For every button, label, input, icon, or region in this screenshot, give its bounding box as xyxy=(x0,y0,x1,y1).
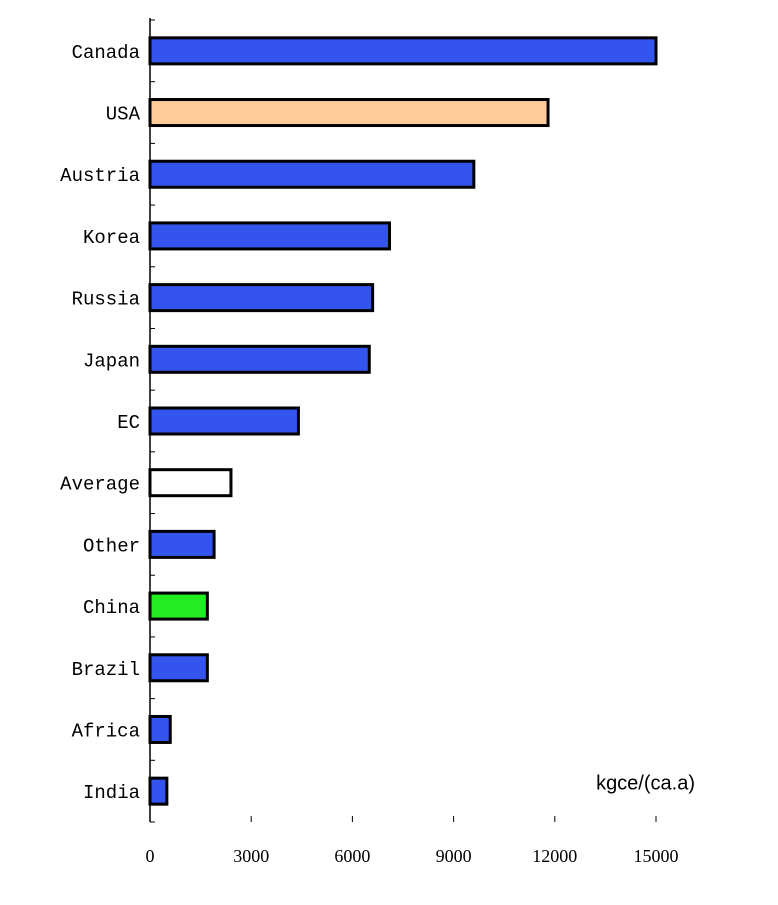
bar xyxy=(148,36,658,66)
bar xyxy=(148,591,209,621)
bar xyxy=(148,221,392,251)
y-tick-label: EC xyxy=(117,412,140,434)
unit-label: kgce/(ca.a) xyxy=(596,772,695,794)
y-tick-label: Canada xyxy=(72,42,140,64)
bar xyxy=(148,714,172,744)
x-tick-label: 0 xyxy=(146,846,155,866)
bar xyxy=(148,468,233,498)
y-tick-label: Japan xyxy=(83,350,140,372)
y-tick-label: Average xyxy=(60,474,140,496)
y-tick-label: Austria xyxy=(60,165,140,187)
bar xyxy=(148,776,169,806)
x-tick-label: 9000 xyxy=(436,846,472,866)
bar xyxy=(148,529,216,559)
y-tick-label: China xyxy=(83,597,140,619)
x-tick-label: 3000 xyxy=(233,846,269,866)
bar xyxy=(148,344,371,374)
y-tick-label: Other xyxy=(83,535,140,557)
y-tick-label: Korea xyxy=(83,227,140,249)
bar xyxy=(148,283,375,313)
bar xyxy=(148,98,550,128)
x-tick-label: 15000 xyxy=(634,846,679,866)
bar xyxy=(148,406,300,436)
x-tick-label: 6000 xyxy=(334,846,370,866)
bar xyxy=(148,653,209,683)
y-tick-label: Russia xyxy=(72,289,140,311)
bar xyxy=(148,159,476,189)
y-tick-label: India xyxy=(83,782,140,804)
y-tick-label: Brazil xyxy=(72,659,140,681)
y-tick-label: USA xyxy=(106,104,141,126)
x-tick-label: 12000 xyxy=(532,846,577,866)
y-tick-label: Africa xyxy=(72,720,140,742)
